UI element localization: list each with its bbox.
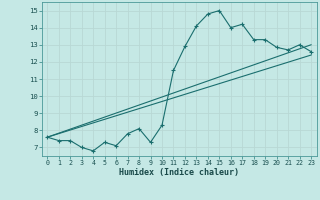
X-axis label: Humidex (Indice chaleur): Humidex (Indice chaleur) bbox=[119, 168, 239, 177]
